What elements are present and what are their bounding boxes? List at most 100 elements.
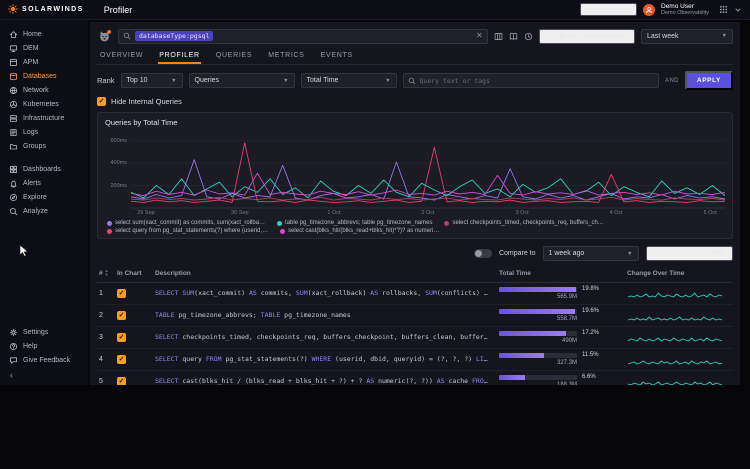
- caret-down-icon: ▼: [721, 33, 727, 39]
- total-time-chart: [131, 140, 725, 209]
- sidebar-item-label: Logs: [23, 128, 39, 136]
- in-chart-checkbox[interactable]: ✓: [117, 332, 126, 342]
- total-time-value: 558.7M: [556, 316, 577, 323]
- sidebar-item-give-feedback[interactable]: Give Feedback: [0, 353, 88, 367]
- table-row[interactable]: 3 ✓ SELECT checkpoints_timed, checkpoints_…: [97, 327, 733, 349]
- table-row[interactable]: 4 ✓ SELECT query FROM pg_stat_statements(?…: [97, 349, 733, 371]
- tab-events[interactable]: EVENTS: [320, 52, 353, 59]
- clear-search-icon[interactable]: ✕: [476, 31, 483, 40]
- legend-label: select sum(xact_commit) as commits, sum(…: [115, 220, 266, 226]
- sidebar-item-databases[interactable]: Databases: [0, 69, 88, 83]
- avatar[interactable]: [643, 1, 655, 19]
- y-axis-tick: 400ms: [110, 160, 127, 167]
- table-row[interactable]: 5 ✓ SELECT cast(blks_hit / (blks_read + bl…: [97, 371, 733, 385]
- sidebar-collapse-button[interactable]: ‹: [10, 370, 13, 380]
- tab-profiler[interactable]: PROFILER: [158, 48, 201, 64]
- x-axis-tick: 30 Sep: [231, 210, 249, 216]
- solarwinds-brand[interactable]: SOLARWINDS: [8, 1, 84, 19]
- tab-metrics[interactable]: METRICS: [268, 52, 305, 59]
- entity-select[interactable]: Queries ▼: [188, 73, 295, 88]
- compare-label: Compare to: [498, 250, 536, 257]
- column-header-change-over-time[interactable]: Change Over Time: [627, 269, 685, 277]
- legend-label: select checkpoints_timed, checkpoints_re…: [452, 220, 604, 226]
- query-description[interactable]: SELECT query FROM pg_stat_statements(?) …: [155, 355, 496, 364]
- total-time-value: 565.9M: [556, 294, 577, 301]
- chart-title: Queries by Total Time: [105, 118, 178, 127]
- column-header-rank[interactable]: # ▲ ▼: [99, 268, 109, 278]
- legend-item[interactable]: table pg_timezone_abbrevs; table pg_time…: [277, 220, 432, 226]
- sidebar-item-settings[interactable]: Settings: [0, 325, 88, 339]
- in-chart-checkbox[interactable]: ✓: [117, 354, 126, 364]
- search-token-chip[interactable]: databaseType:pgsql: [135, 31, 214, 41]
- view-all-databases-button[interactable]: VIEW ALL DATABASES: [538, 28, 635, 44]
- columns-view-icon[interactable]: [494, 32, 503, 41]
- chevron-down-icon[interactable]: [734, 6, 742, 14]
- sidebar-item-apm[interactable]: APM: [0, 55, 88, 69]
- search-icon: [123, 27, 131, 45]
- chart-plot-area[interactable]: [131, 131, 725, 209]
- x-axis-tick: 1 Oct: [327, 210, 341, 216]
- toggle-knob: [474, 250, 482, 257]
- total-time-value: 490M: [561, 338, 577, 345]
- column-header-total-time[interactable]: Total Time: [499, 269, 531, 277]
- apply-button[interactable]: APPLY: [684, 71, 733, 90]
- and-operator-label[interactable]: AND: [665, 77, 679, 84]
- compare-period-select[interactable]: 1 week ago ▼: [542, 246, 639, 261]
- add-data-button[interactable]: + ADD DATA: [579, 3, 637, 16]
- in-chart-checkbox[interactable]: ✓: [117, 310, 126, 320]
- history-clock-icon[interactable]: [524, 32, 533, 41]
- sidebar-item-analyze[interactable]: Analyze: [0, 204, 88, 218]
- compare-toggle[interactable]: [473, 249, 492, 258]
- table-row[interactable]: 1 ✓ SELECT SUM(xact_commit) AS commits, SU…: [97, 283, 733, 305]
- dpa-dog-icon[interactable]: [97, 29, 112, 44]
- table-row[interactable]: 2 ✓ TABLE pg_timezone_abbrevs; TABLE pg_ti…: [97, 305, 733, 327]
- user-icon: [645, 1, 653, 19]
- sidebar-item-dem[interactable]: DEM: [0, 41, 88, 55]
- legend-dot: [277, 220, 283, 226]
- legend-item[interactable]: select sum(xact_commit) as commits, sum(…: [107, 220, 265, 226]
- apps-grid-icon[interactable]: [719, 5, 728, 14]
- sidebar-item-kubernetes[interactable]: Kubernetes: [0, 97, 88, 111]
- metric-select[interactable]: Total Time ▼: [300, 73, 397, 88]
- time-range-select[interactable]: Last week ▼: [641, 28, 733, 44]
- sidebar-item-infrastructure[interactable]: Infrastructure: [0, 111, 88, 125]
- user-block[interactable]: Demo User Demo Observability: [661, 3, 709, 17]
- sidebar-item-alerts[interactable]: Alerts: [0, 176, 88, 190]
- query-description[interactable]: TABLE pg_timezone_abbrevs; TABLE pg_time…: [155, 311, 351, 320]
- legend-label: select query from pg_stat_statements(?) …: [115, 228, 269, 234]
- network-icon: [9, 86, 18, 94]
- query-text-search-input[interactable]: Query text or tags: [402, 73, 660, 88]
- top-n-select[interactable]: Top 10 ▼: [120, 73, 183, 88]
- sidebar-item-groups[interactable]: Groups: [0, 139, 88, 153]
- book-icon[interactable]: [509, 32, 518, 41]
- column-header-description[interactable]: Description: [155, 269, 191, 277]
- sidebar-item-label: Dashboards: [23, 165, 61, 173]
- sidebar-item-home[interactable]: Home: [0, 27, 88, 41]
- total-time-bar: [499, 374, 525, 380]
- legend-dot: [280, 228, 286, 234]
- database-search-input[interactable]: databaseType:pgsql ✕: [118, 27, 488, 45]
- legend-item[interactable]: select checkpoints_timed, checkpoints_re…: [444, 220, 604, 226]
- in-chart-checkbox[interactable]: ✓: [117, 376, 126, 385]
- time-range-value: Last week: [647, 32, 679, 40]
- tab-queries[interactable]: QUERIES: [215, 52, 253, 59]
- legend-item[interactable]: select cast(blks_hit/(blks_read+blks_hit…: [280, 228, 439, 234]
- sidebar-item-logs[interactable]: Logs: [0, 125, 88, 139]
- sidebar-item-help[interactable]: Help: [0, 339, 88, 353]
- query-description[interactable]: SELECT checkpoints_timed, checkpoints_re…: [155, 333, 499, 342]
- tab-overview[interactable]: OVERVIEW: [100, 52, 144, 59]
- sidebar-item-explore[interactable]: Explore: [0, 190, 88, 204]
- hide-internal-checkbox[interactable]: ✓: [97, 97, 106, 106]
- query-description[interactable]: SELECT SUM(xact_commit) AS commits, SUM(…: [155, 289, 499, 298]
- row-rank: 4: [99, 355, 103, 363]
- queries-table: # ▲ ▼ In Chart Description Total Time Cha…: [97, 267, 733, 385]
- query-description[interactable]: SELECT cast(blks_hit / (blks_read + blks…: [155, 377, 499, 385]
- sidebar-item-network[interactable]: Network: [0, 83, 88, 97]
- column-header-in-chart[interactable]: In Chart: [117, 269, 142, 277]
- total-time-bar-track: [499, 352, 577, 358]
- legend-item[interactable]: select query from pg_stat_statements(?) …: [107, 228, 268, 234]
- sidebar-item-dashboards[interactable]: Dashboards: [0, 162, 88, 176]
- sidebar-item-label: Give Feedback: [23, 356, 71, 364]
- in-chart-checkbox[interactable]: ✓: [117, 288, 126, 298]
- choose-columns-button[interactable]: CHOOSE COLUMNS: [645, 246, 733, 261]
